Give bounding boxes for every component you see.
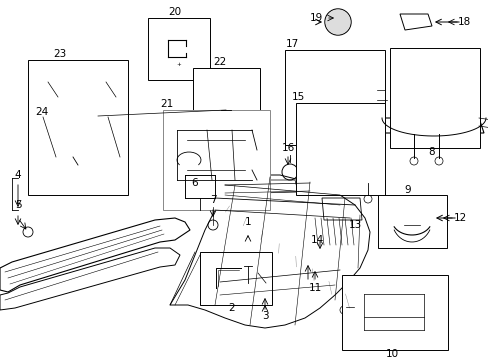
Bar xyxy=(193,68,260,128)
Text: 22: 22 xyxy=(213,57,226,67)
Text: 11: 11 xyxy=(308,283,321,293)
Bar xyxy=(389,48,479,148)
Text: 10: 10 xyxy=(385,349,398,359)
Text: 15: 15 xyxy=(291,92,304,102)
Text: 9: 9 xyxy=(404,185,410,195)
Bar xyxy=(377,195,446,248)
Bar xyxy=(295,103,384,195)
Text: 21: 21 xyxy=(160,99,173,109)
Bar xyxy=(285,50,384,145)
Text: 5: 5 xyxy=(15,200,21,210)
Text: 14: 14 xyxy=(310,235,323,245)
Text: 4: 4 xyxy=(15,170,21,180)
Bar xyxy=(200,252,271,305)
Circle shape xyxy=(325,10,349,34)
Text: 20: 20 xyxy=(168,7,181,17)
Text: 1: 1 xyxy=(244,217,251,227)
Text: 6: 6 xyxy=(191,178,198,188)
Text: 7: 7 xyxy=(209,195,216,205)
Text: 12: 12 xyxy=(452,213,466,223)
Text: 3: 3 xyxy=(261,311,268,321)
Bar xyxy=(341,275,447,350)
Bar xyxy=(28,60,128,195)
Bar xyxy=(148,18,209,80)
Text: 17: 17 xyxy=(285,39,298,49)
Text: 24: 24 xyxy=(35,107,48,117)
Text: 23: 23 xyxy=(53,49,66,59)
Text: 19: 19 xyxy=(309,13,322,23)
Text: 2: 2 xyxy=(228,303,235,313)
Text: 16: 16 xyxy=(281,143,294,153)
Bar xyxy=(163,110,269,210)
Text: +: + xyxy=(176,63,181,68)
Text: 13: 13 xyxy=(347,220,361,230)
Text: 18: 18 xyxy=(456,17,469,27)
Text: 8: 8 xyxy=(428,147,434,157)
